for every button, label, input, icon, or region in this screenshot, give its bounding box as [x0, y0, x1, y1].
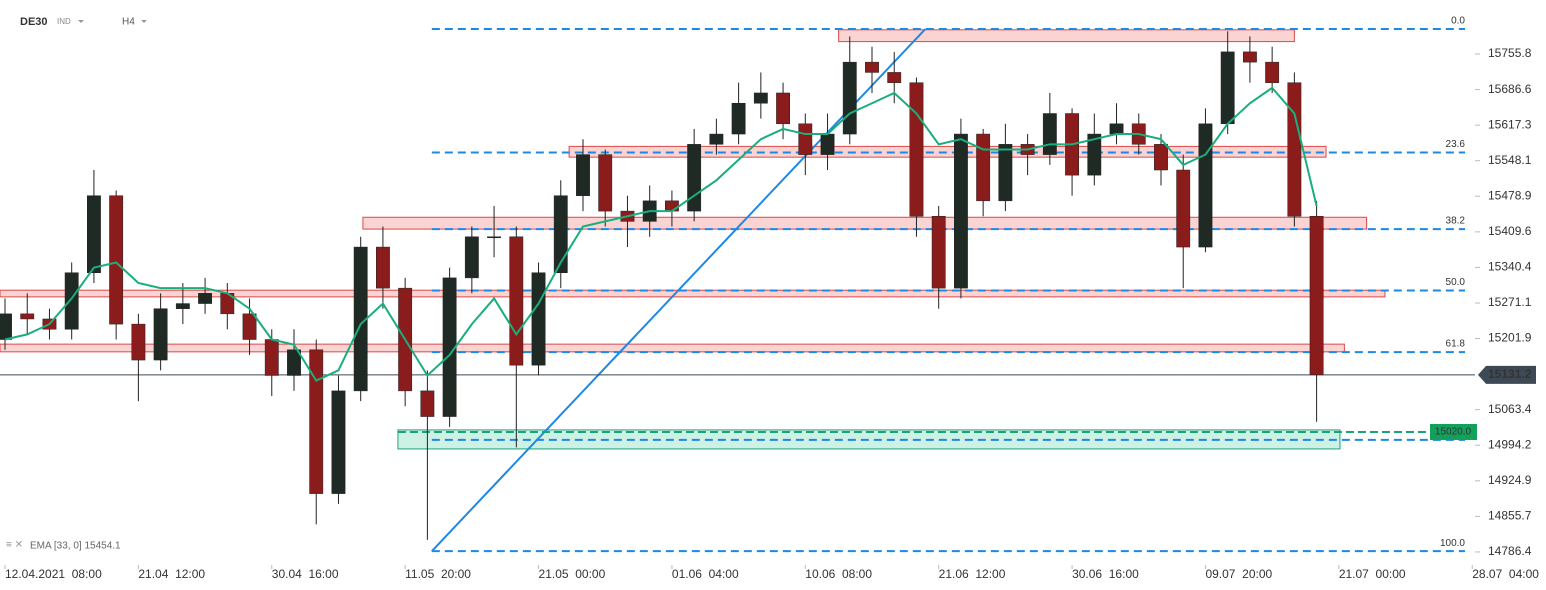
candle-body — [376, 246, 390, 289]
candle-body — [153, 308, 168, 361]
x-tick-label: 28.07 04:00 — [1472, 567, 1539, 581]
candle-body — [553, 195, 568, 273]
x-tick-label: 21.06 12:00 — [939, 567, 1006, 581]
candle-body — [1176, 169, 1191, 248]
candle-body — [976, 133, 991, 202]
candle-body — [598, 154, 613, 212]
candle-body — [420, 390, 435, 417]
x-tick-label: 30.06 16:00 — [1072, 567, 1139, 581]
symbol-type: IND — [57, 17, 71, 26]
candle-body — [909, 82, 924, 217]
candle-body — [264, 339, 279, 376]
candle-body — [109, 195, 124, 325]
last-price-badge — [1478, 365, 1536, 384]
candle-body — [1242, 51, 1257, 63]
y-tick-label: 14994.2 — [1488, 437, 1532, 451]
last-price-label: 15131.2 — [1488, 367, 1532, 381]
candle-body — [665, 200, 679, 212]
ema-line — [4, 86, 1318, 382]
candle-body — [64, 272, 79, 330]
y-tick-label: 14786.4 — [1488, 544, 1532, 558]
fib-label: 38.2 — [1446, 216, 1466, 227]
y-tick-label: 15478.9 — [1488, 188, 1532, 202]
candle-body — [198, 293, 212, 304]
candle-body — [20, 313, 35, 320]
candle-body — [1309, 215, 1324, 376]
candle-body — [998, 144, 1013, 202]
fib-label: 23.6 — [1446, 139, 1466, 150]
candle-body — [1109, 123, 1124, 135]
candle-body — [820, 133, 835, 155]
fib-label: 100.0 — [1440, 538, 1465, 549]
x-tick-label: 11.05 20:00 — [405, 567, 471, 581]
candle-body — [287, 349, 301, 376]
interval[interactable]: H4 — [122, 17, 135, 28]
candle-body — [865, 61, 879, 73]
x-tick-label: 21.05 00:00 — [539, 567, 606, 581]
x-tick-label: 09.07 20:00 — [1205, 567, 1272, 581]
candle-body — [576, 154, 590, 196]
indicator-icons[interactable]: ≡ ✕ — [6, 540, 23, 551]
candle-body — [1220, 51, 1235, 125]
x-tick-label: 01.06 04:00 — [672, 567, 739, 581]
candle-body — [487, 236, 501, 239]
dropdown-icon — [78, 20, 84, 23]
x-tick-label: 21.04 12:00 — [138, 567, 205, 581]
candle-body — [464, 236, 479, 279]
x-tick-label: 10.06 08:00 — [805, 567, 872, 581]
candle-body — [309, 349, 324, 494]
candle-body — [731, 102, 746, 135]
x-tick-label: 21.07 00:00 — [1339, 567, 1406, 581]
fib-label: 50.0 — [1446, 277, 1466, 288]
candle-body — [509, 236, 524, 366]
candle-body — [331, 390, 346, 494]
candle-body — [687, 144, 702, 212]
symbol: DE30 — [20, 16, 48, 28]
y-tick-label: 15617.3 — [1488, 117, 1532, 131]
y-tick-label: 14855.7 — [1488, 509, 1532, 523]
indicator-label: EMA [33, 0] 15454.1 — [30, 541, 121, 552]
candle-body — [175, 303, 190, 309]
y-tick-label: 15548.1 — [1488, 153, 1532, 167]
y-tick-label: 15271.1 — [1488, 295, 1532, 309]
y-tick-label: 15201.9 — [1488, 331, 1532, 345]
candle-body — [798, 123, 813, 155]
candle-body — [1198, 123, 1213, 248]
y-tick-label: 15686.6 — [1488, 82, 1532, 96]
candle-body — [531, 272, 546, 366]
alert-badge — [1430, 423, 1477, 440]
candle-body — [931, 215, 946, 289]
dropdown-icon — [141, 20, 147, 23]
y-tick-label: 15409.6 — [1488, 224, 1532, 238]
candle-body — [131, 323, 146, 361]
zone — [397, 429, 1341, 450]
x-tick-label: 12.04.2021 08:00 — [5, 567, 102, 581]
fib-label: 0.0 — [1451, 16, 1465, 27]
candle-body — [1265, 61, 1280, 83]
candle-body — [776, 92, 790, 125]
fib-label: 61.8 — [1446, 339, 1466, 350]
candle-body — [242, 313, 257, 340]
candle-body — [1287, 82, 1302, 217]
candle-body — [1087, 133, 1102, 176]
alert-label: 15020.0 — [1435, 427, 1472, 438]
candle-body — [953, 133, 968, 289]
candle-body — [887, 72, 902, 83]
y-tick-label: 15063.4 — [1488, 402, 1532, 416]
candle-body — [842, 61, 857, 135]
zone — [362, 216, 1368, 230]
candle-body — [1154, 144, 1168, 171]
y-tick-label: 14924.9 — [1488, 473, 1532, 487]
candle-body — [753, 92, 768, 104]
y-tick-label: 15340.4 — [1488, 260, 1532, 274]
candle-body — [1042, 113, 1057, 155]
x-tick-label: 30.04 16:00 — [272, 567, 339, 581]
y-tick-label: 15755.8 — [1488, 46, 1532, 60]
candle-body — [709, 133, 724, 145]
candle-body — [0, 313, 12, 340]
zone — [0, 343, 1345, 353]
candle-body — [87, 195, 101, 273]
zone — [838, 29, 1295, 43]
